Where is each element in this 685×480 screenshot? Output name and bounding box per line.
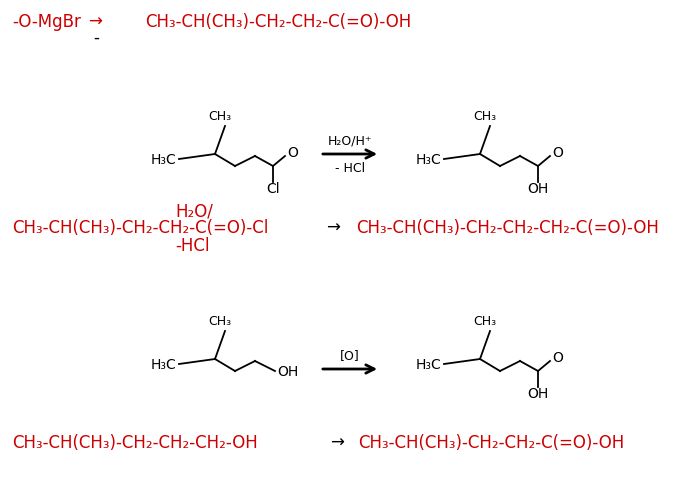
- Text: O: O: [552, 146, 563, 160]
- Text: OH: OH: [277, 364, 298, 378]
- Text: CH₃: CH₃: [473, 110, 497, 123]
- Text: Cl: Cl: [266, 181, 279, 195]
- Text: -HCl: -HCl: [175, 237, 210, 254]
- Text: H₂O/: H₂O/: [175, 203, 213, 220]
- Text: CH₃: CH₃: [473, 315, 497, 328]
- Text: H₃C: H₃C: [151, 153, 177, 167]
- Text: H₃C: H₃C: [151, 357, 177, 371]
- Text: O: O: [287, 146, 298, 160]
- Text: -: -: [93, 29, 99, 47]
- Text: H₃C: H₃C: [416, 357, 442, 371]
- Text: OH: OH: [527, 181, 549, 195]
- Text: →: →: [326, 218, 340, 237]
- Text: →: →: [88, 13, 102, 31]
- Text: CH₃: CH₃: [208, 315, 232, 328]
- Text: -O-MgBr: -O-MgBr: [12, 13, 81, 31]
- Text: CH₃: CH₃: [208, 110, 232, 123]
- Text: OH: OH: [527, 386, 549, 400]
- Text: CH₃-CH(CH₃)-CH₂-CH₂-C(=O)-OH: CH₃-CH(CH₃)-CH₂-CH₂-C(=O)-OH: [145, 13, 411, 31]
- Text: →: →: [330, 433, 344, 451]
- Text: [O]: [O]: [340, 349, 360, 362]
- Text: CH₃-CH(CH₃)-CH₂-CH₂-C(=O)-OH: CH₃-CH(CH₃)-CH₂-CH₂-C(=O)-OH: [358, 433, 624, 451]
- Text: CH₃-CH(CH₃)-CH₂-CH₂-C(=O)-Cl: CH₃-CH(CH₃)-CH₂-CH₂-C(=O)-Cl: [12, 218, 269, 237]
- Text: CH₃-CH(CH₃)-CH₂-CH₂-CH₂-C(=O)-OH: CH₃-CH(CH₃)-CH₂-CH₂-CH₂-C(=O)-OH: [356, 218, 659, 237]
- Text: H₂O/H⁺: H₂O/H⁺: [327, 134, 372, 147]
- Text: O: O: [552, 350, 563, 364]
- Text: CH₃-CH(CH₃)-CH₂-CH₂-CH₂-OH: CH₃-CH(CH₃)-CH₂-CH₂-CH₂-OH: [12, 433, 258, 451]
- Text: - HCl: - HCl: [335, 162, 365, 175]
- Text: H₃C: H₃C: [416, 153, 442, 167]
